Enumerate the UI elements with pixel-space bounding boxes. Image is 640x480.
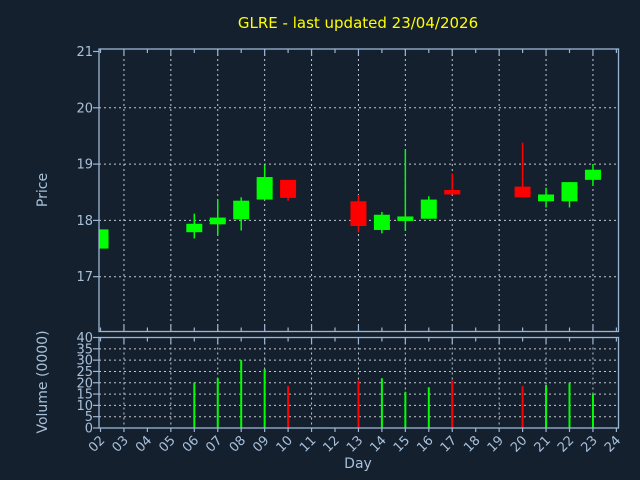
volume-tick-label: 35 <box>76 342 93 357</box>
x-tick-label: 11 <box>297 433 319 455</box>
volume-tick-label: 5 <box>85 410 93 425</box>
volume-tick-label: 30 <box>76 354 93 369</box>
x-tick-label: 20 <box>508 433 530 455</box>
candle-body <box>561 182 578 202</box>
price-tick-label: 18 <box>76 214 93 229</box>
x-tick-label: 19 <box>485 433 507 455</box>
x-tick-label: 21 <box>532 433 554 455</box>
x-tick-label: 24 <box>602 433 624 455</box>
x-tick-label: 05 <box>156 433 178 455</box>
price-axis-label: Price <box>35 173 51 207</box>
x-tick-label: 02 <box>86 433 108 455</box>
candle-body <box>397 216 414 221</box>
candle-body <box>233 200 250 220</box>
x-tick-label: 08 <box>227 433 249 455</box>
volume-tick-label: 25 <box>76 365 93 380</box>
price-tick-label: 21 <box>76 45 93 60</box>
candles-group <box>99 142 601 249</box>
volume-tick-label: 15 <box>76 388 93 403</box>
volume-tick-label: 10 <box>76 399 93 414</box>
candle-body <box>420 199 437 219</box>
candle-body <box>209 217 226 225</box>
volume-tick-label: 0 <box>85 422 93 437</box>
candle-body <box>280 179 297 198</box>
x-tick-label: 03 <box>109 433 131 455</box>
x-tick-label: 13 <box>344 433 366 455</box>
x-axis-label: Day <box>344 456 372 472</box>
x-tick-label: 07 <box>203 433 225 455</box>
volume-axis-label: Volume (0000) <box>35 330 51 433</box>
x-tick-label: 10 <box>274 433 296 455</box>
x-tick-label: 16 <box>414 433 436 455</box>
x-tick-label: 04 <box>133 433 155 455</box>
candle-body <box>350 201 367 227</box>
x-tick-label: 12 <box>321 433 343 455</box>
x-tick-label: 14 <box>367 433 389 455</box>
x-tick-label: 22 <box>555 433 577 455</box>
price-tick-label: 17 <box>76 270 93 285</box>
x-tick-label: 18 <box>461 433 483 455</box>
candle-body <box>256 177 273 200</box>
x-tick-label: 06 <box>180 433 202 455</box>
x-tick-label: 09 <box>250 433 272 455</box>
x-tick-label: 15 <box>391 433 413 455</box>
candle-body <box>538 194 555 202</box>
candle-body <box>373 214 390 230</box>
candle-body <box>186 223 203 233</box>
x-tick-label: 17 <box>438 433 460 455</box>
chart-title: GLRE - last updated 23/04/2026 <box>238 14 478 32</box>
price-tick-label: 19 <box>76 158 93 173</box>
candle-body <box>584 169 601 180</box>
volume-tick-label: 40 <box>76 331 93 346</box>
candle-body <box>514 186 531 198</box>
candle-body <box>444 189 461 195</box>
volume-tick-label: 20 <box>76 376 93 391</box>
candle-body <box>99 229 109 249</box>
x-tick-label: 23 <box>578 433 600 455</box>
price-tick-label: 20 <box>76 101 93 116</box>
